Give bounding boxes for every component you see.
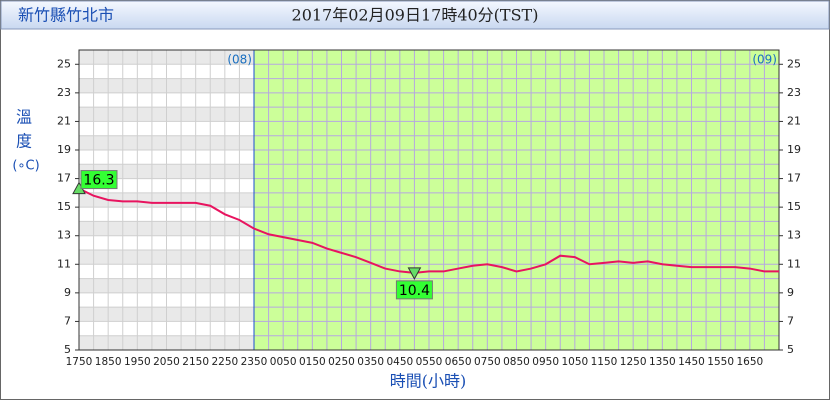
y-tick-label: 7 (64, 314, 71, 327)
max-box (80, 170, 118, 190)
temperature-line (78, 187, 779, 274)
location: 新竹縣竹北市 (18, 6, 114, 25)
x-tick-label: 1850 (95, 356, 122, 368)
y-tick-label: 9 (64, 286, 71, 299)
y-label: 溫 (16, 108, 32, 127)
min-box (395, 280, 433, 300)
y-tick-label: 15 (787, 200, 801, 213)
y-label: 度 (16, 132, 32, 151)
timestamp: 2017年02月09日17時40分(TST) (292, 6, 539, 25)
y-tick-label: 19 (787, 143, 801, 156)
y-tick-label: 11 (57, 257, 71, 270)
y-tick-label: 7 (787, 314, 794, 327)
x-tick-label: 0650 (445, 356, 472, 368)
x-tick-label: 2350 (241, 356, 268, 368)
x-tick-label: 0050 (270, 356, 297, 368)
x-tick-label: 0950 (532, 356, 559, 368)
y-tick-label: 23 (57, 86, 71, 99)
x-tick-label: 1150 (591, 356, 618, 368)
x-tick-label: 0450 (386, 356, 413, 368)
day-marker: (09) (752, 53, 777, 67)
x-tick-label: 2150 (182, 356, 209, 368)
x-tick-label: 1350 (649, 356, 676, 368)
x-tick-label: 0550 (416, 356, 443, 368)
x-tick-label: 1950 (124, 356, 151, 368)
y-tick-label: 13 (57, 229, 71, 242)
x-tick-label: 2050 (153, 356, 180, 368)
x-tick-label: 1450 (678, 356, 705, 368)
x-tick-label: 0850 (503, 356, 530, 368)
y-tick-label: 5 (64, 343, 71, 356)
x-tick-label: 0250 (328, 356, 355, 368)
x-tick-label: 2250 (211, 356, 238, 368)
y-tick-label: 9 (787, 286, 794, 299)
x-label: 時間(小時) (390, 372, 467, 391)
y-tick-label: 5 (787, 343, 794, 356)
x-tick-label: 1050 (561, 356, 588, 368)
y-tick-label: 21 (57, 114, 71, 127)
y-tick-label: 23 (787, 86, 801, 99)
x-tick-label: 1750 (66, 356, 93, 368)
x-tick-label: 0150 (299, 356, 326, 368)
x-tick-label: 0750 (474, 356, 501, 368)
y-tick-label: 15 (57, 200, 71, 213)
y-tick-label: 17 (787, 172, 801, 185)
y-tick-label: 13 (787, 229, 801, 242)
max-label: 16.3 (83, 173, 114, 189)
y-unit: (∘C) (12, 159, 39, 174)
y-tick-label: 11 (787, 257, 801, 270)
x-tick-label: 1250 (620, 356, 647, 368)
header-bar (0, 0, 830, 30)
day-marker: (08) (227, 53, 252, 67)
y-tick-label: 21 (787, 114, 801, 127)
min-marker (407, 267, 422, 280)
y-tick-label: 25 (787, 57, 801, 70)
y-tick-label: 17 (57, 172, 71, 185)
min-label: 10.4 (399, 283, 430, 299)
plot-border (78, 49, 780, 351)
y-tick-label: 19 (57, 143, 71, 156)
x-tick-label: 0350 (357, 356, 384, 368)
x-tick-label: 1650 (736, 356, 763, 368)
x-tick-label: 1550 (707, 356, 734, 368)
y-tick-label: 25 (57, 57, 71, 70)
